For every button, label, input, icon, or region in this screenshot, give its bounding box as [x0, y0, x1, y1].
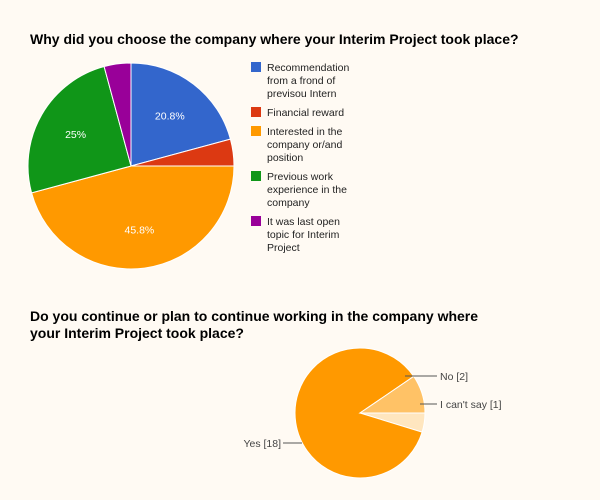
chart1-slice-4 [103, 62, 132, 167]
chart1-slice-label-3: 25% [65, 129, 86, 141]
chart1-slice-0 [130, 62, 232, 167]
chart1-legend-swatch-2 [251, 126, 261, 136]
chart1-legend-swatch-0 [251, 62, 261, 72]
chart2-slice-label-0: Yes [18] [243, 438, 281, 450]
chart1-title: Why did you choose the company where you… [30, 31, 519, 47]
chart1-legend-label-3: Previous work experience in the company [267, 171, 347, 209]
chart1-legend-swatch-4 [251, 216, 261, 226]
chart1-slice-label-0: 20.8% [155, 110, 185, 122]
chart1-legend-swatch-1 [251, 107, 261, 117]
chart1-pie: 20.8% 45.8% 25% Recommendation from a frond … [27, 62, 349, 270]
chart1-slice-2 [30, 165, 235, 270]
chart1-legend-label-1: Financial reward [267, 107, 344, 119]
chart2-title: Do you continue or plan to continue work… [30, 308, 479, 341]
chart2-slice-0 [294, 347, 423, 479]
chart1-slice-3 [27, 65, 132, 194]
chart2-slice-label-1: No [2] [440, 371, 468, 383]
chart2-slice-label-2: I can't say [1] [440, 399, 502, 411]
chart1-legend-label-4: It was last open topic for Interim Project [267, 216, 340, 254]
chart1-slice-label-2: 45.8% [125, 224, 155, 236]
chart1-legend-label-0: Recommendation from a frond of previsou In… [267, 62, 349, 100]
chart1-legend-label-2: Interested in the company or/and position [267, 126, 342, 164]
chart1-legend-swatch-3 [251, 171, 261, 181]
